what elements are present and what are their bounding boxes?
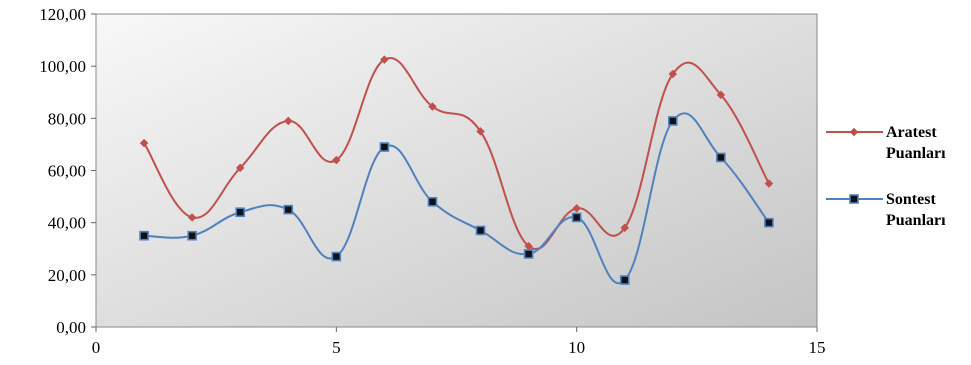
data-point-s1-p0 — [139, 230, 149, 241]
legend-label-1-0: Sontest — [886, 191, 936, 208]
plot-area — [95, 13, 818, 328]
data-point-s0-p5 — [380, 55, 389, 64]
series-line-0 — [143, 56, 770, 250]
data-point-s1-p6 — [427, 197, 438, 207]
data-point-s0-p9 — [572, 203, 582, 213]
y-tick-label: 0,00 — [56, 318, 86, 337]
data-point-s0-p3 — [283, 116, 293, 126]
data-point-s0-p1 — [187, 213, 197, 222]
data-point-s1-p13 — [764, 217, 774, 228]
data-point-slegend0-p0 — [849, 127, 859, 137]
data-point-s1-p12 — [716, 152, 726, 163]
data-point-s0-p4 — [331, 155, 341, 165]
axes: 0,00 20,00 40,00 60,00 80,00 100,00 120,00 0 5 10… — [39, 5, 825, 357]
data-point-s1-p11 — [667, 116, 678, 126]
y-tick-label: 40,00 — [48, 214, 86, 233]
x-tick-label: 15 — [809, 338, 826, 357]
x-tick-label: 0 — [92, 338, 101, 357]
data-point-s0-p7 — [476, 127, 485, 136]
legend: Aratest Puanları Sontest Puanları — [826, 124, 946, 229]
data-point-slegend1-p0 — [849, 194, 859, 204]
y-tick-label: 60,00 — [48, 162, 86, 181]
legend-label-0-1: Puanları — [886, 145, 946, 162]
data-point-s1-p9 — [571, 212, 582, 223]
y-tick-label: 20,00 — [48, 266, 86, 285]
data-point-s0-p11 — [668, 69, 678, 79]
data-point-s1-p10 — [619, 275, 630, 285]
y-tick-label: 80,00 — [48, 109, 86, 128]
x-tick-label: 10 — [568, 338, 585, 357]
legend-label-1-1: Puanları — [886, 212, 946, 229]
series-layer — [139, 55, 774, 285]
data-point-s1-p5 — [379, 142, 390, 152]
data-point-s1-p2 — [235, 207, 245, 218]
data-point-s0-p6 — [428, 102, 437, 111]
data-point-s0-p12 — [716, 90, 726, 100]
data-point-s0-p13 — [764, 179, 774, 188]
data-point-s1-p4 — [331, 251, 342, 262]
y-tick-label: 100,00 — [39, 57, 86, 76]
data-point-s0-p0 — [139, 138, 149, 148]
data-point-s1-p8 — [523, 249, 534, 259]
y-tick-label: 120,00 — [39, 5, 86, 24]
legend-label-0-0: Aratest — [886, 124, 937, 141]
x-tick-label: 5 — [332, 338, 341, 357]
data-point-s0-p10 — [620, 223, 630, 233]
data-point-s1-p7 — [475, 225, 486, 236]
data-point-s0-p2 — [235, 163, 245, 173]
series-1 — [139, 112, 774, 285]
data-point-s1-p1 — [187, 230, 197, 241]
series-0 — [139, 55, 774, 251]
data-point-s1-p3 — [283, 204, 294, 215]
